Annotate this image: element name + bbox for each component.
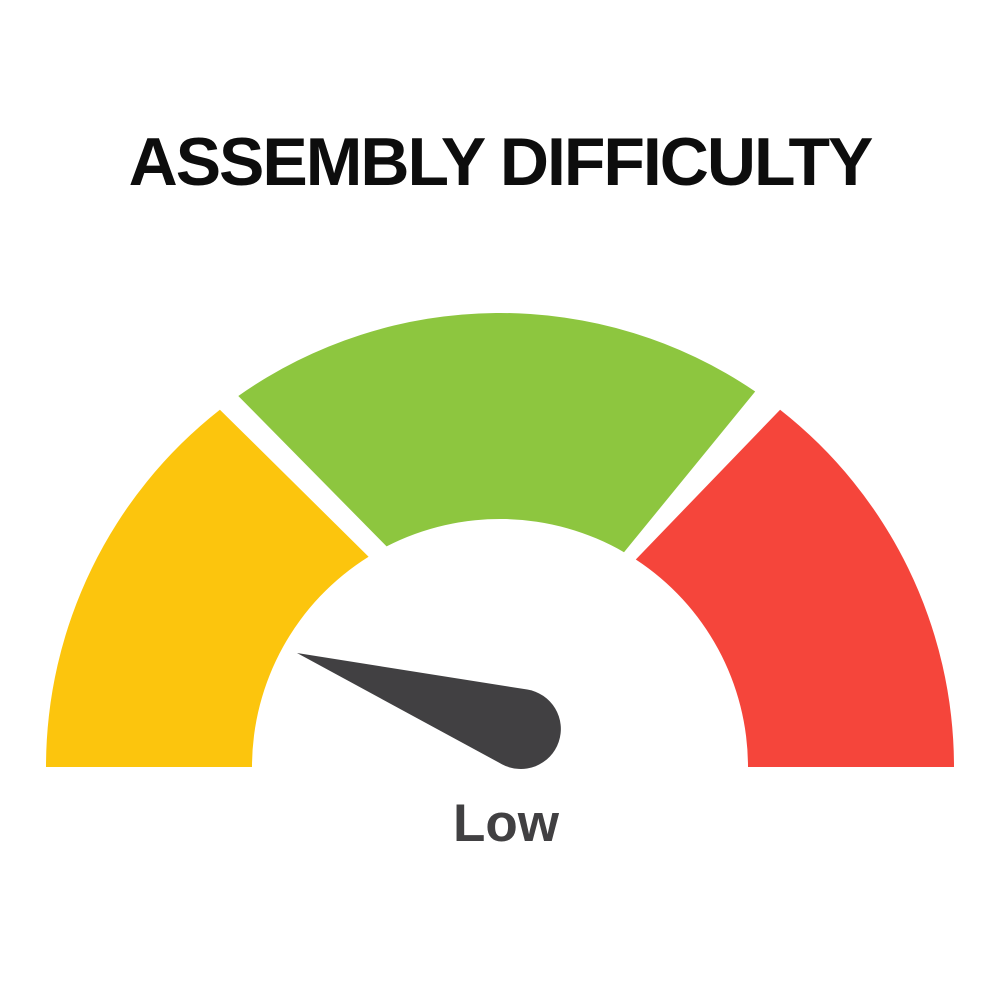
gauge-segment-red [635, 409, 954, 767]
gauge-needle-group [297, 653, 561, 769]
gauge-segments [46, 312, 954, 767]
page-title: ASSEMBLY DIFFICULTY [128, 124, 874, 200]
gauge-segment-green [238, 312, 756, 553]
gauge-needle [297, 653, 561, 769]
gauge-segment-yellow [46, 409, 369, 767]
gauge-value-label: Low [453, 794, 559, 853]
